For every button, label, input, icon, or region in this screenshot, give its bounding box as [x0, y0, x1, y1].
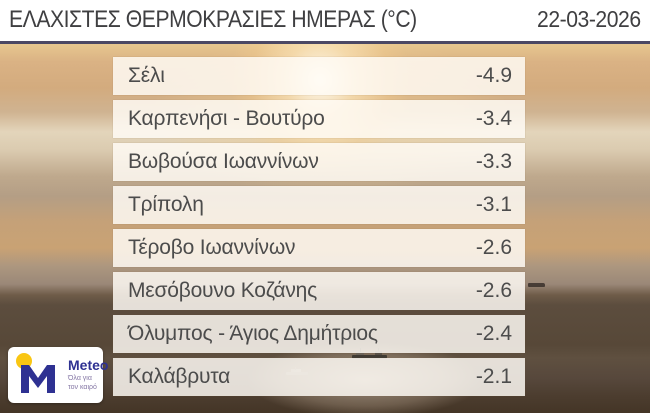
distant-ship-icon [528, 283, 545, 287]
logo-tagline: Όλα για τον καιρό [68, 375, 108, 393]
location-label: Σέλι [128, 64, 165, 87]
table-row: Καρπενήσι - Βουτύρο -3.4 [113, 100, 525, 138]
temperature-value: -2.4 [475, 322, 512, 345]
location-label: Καλάβρυτα [128, 365, 231, 388]
header-bar: ΕΛΑΧΙΣΤΕΣ ΘΕΡΜΟΚΡΑΣΙΕΣ ΗΜΕΡΑΣ (°C) 22-03… [0, 0, 650, 44]
location-label: Τρίπολη [128, 193, 204, 216]
location-label: Μεσόβουνο Κοζάνης [128, 279, 318, 302]
temperature-value: -2.6 [475, 236, 512, 259]
page-title: ΕΛΑΧΙΣΤΕΣ ΘΕΡΜΟΚΡΑΣΙΕΣ ΗΜΕΡΑΣ (°C) [9, 5, 417, 33]
temperature-value: -2.6 [475, 279, 512, 302]
logo-tagline-line2: τον καιρό [68, 383, 97, 391]
meteo-m-icon [15, 352, 63, 399]
table-row: Όλυμπος - Άγιος Δημήτριος -2.4 [113, 315, 525, 353]
logo-brand-text: Meteo [68, 356, 109, 373]
location-label: Τέροβο Ιωαννίνων [128, 236, 296, 259]
location-label: Βωβούσα Ιωαννίνων [128, 150, 319, 173]
table-row: Καλάβρυτα -2.1 [113, 358, 525, 396]
table-row: Τέροβο Ιωαννίνων -2.6 [113, 229, 525, 267]
temperature-value: -3.3 [475, 150, 512, 173]
table-row: Βωβούσα Ιωαννίνων -3.3 [113, 143, 525, 181]
header-date: 22-03-2026 [537, 6, 641, 32]
temperature-value: -4.9 [475, 64, 512, 87]
logo-wordmark: Meteo Όλα για τον καιρό [68, 358, 108, 393]
location-label: Καρπενήσι - Βουτύρο [128, 107, 325, 130]
table-row: Τρίπολη -3.1 [113, 186, 525, 224]
table-row: Σέλι -4.9 [113, 57, 525, 95]
temperature-value: -3.4 [475, 107, 512, 130]
temperature-value: -2.1 [475, 365, 512, 388]
location-label: Όλυμπος - Άγιος Δημήτριος [128, 322, 378, 345]
temperature-value: -3.1 [475, 193, 512, 216]
table-row: Μεσόβουνο Κοζάνης -2.6 [113, 272, 525, 310]
temperature-table: Σέλι -4.9 Καρπενήσι - Βουτύρο -3.4 Βωβού… [113, 57, 525, 396]
meteo-logo: Meteo Όλα για τον καιρό [8, 347, 108, 403]
logo-tagline-line1: Όλα για [68, 374, 92, 382]
